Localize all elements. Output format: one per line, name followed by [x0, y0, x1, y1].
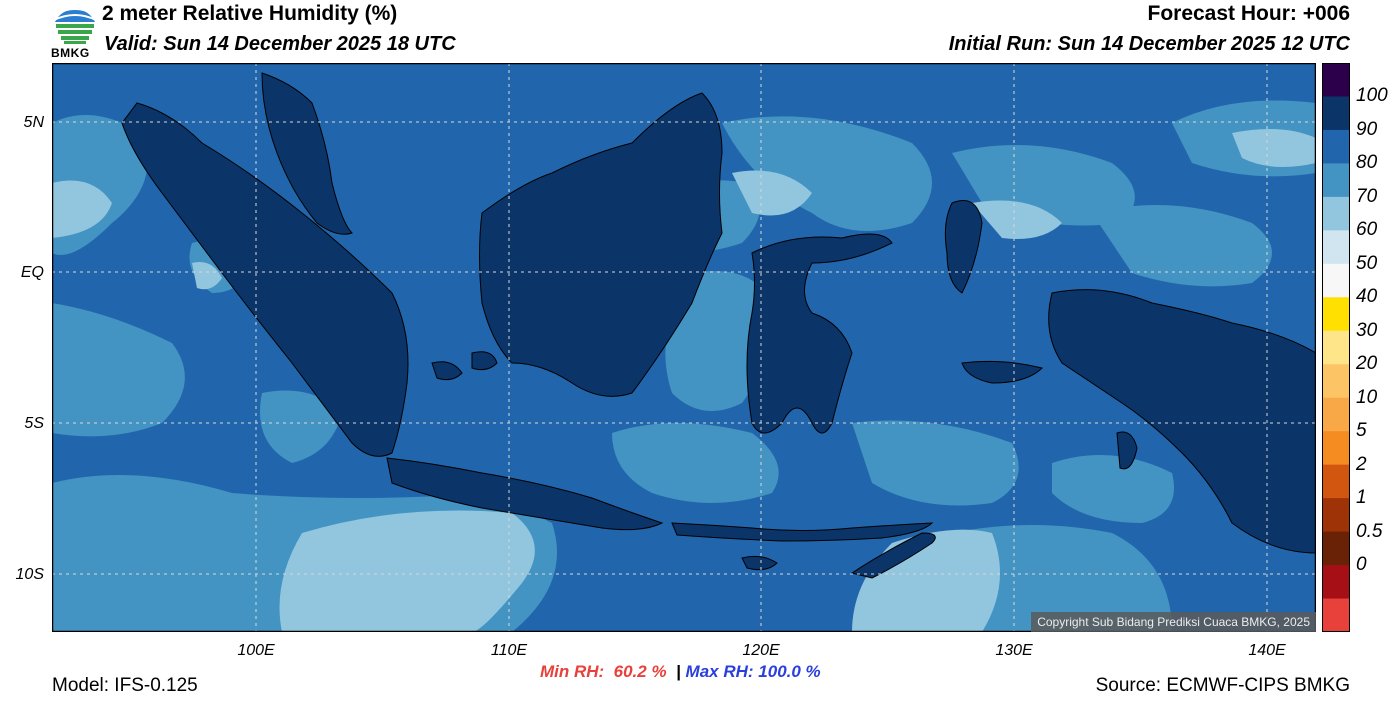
colorbar-tick-label: 0: [1356, 554, 1367, 576]
papua: [1048, 289, 1316, 554]
bmkg-logo: BMKG: [50, 0, 100, 60]
colorbar: [1322, 63, 1350, 632]
colorbar-swatch: [1322, 263, 1350, 298]
bangka: [431, 361, 463, 381]
forecast-hour: Forecast Hour: +006: [1147, 2, 1351, 25]
initial-run: Initial Run: Sun 14 December 2025 12 UTC: [948, 33, 1350, 55]
colorbar-tick-label: 2: [1356, 453, 1367, 475]
colorbar-swatch: [1322, 464, 1350, 499]
colorbar-tick-label: 5: [1356, 420, 1367, 442]
sulawesi: [746, 233, 893, 434]
belitung: [471, 351, 498, 371]
halmahera: [944, 200, 983, 294]
colorbar-swatch: [1322, 431, 1350, 466]
colorbar-tick-label: 40: [1356, 286, 1378, 308]
colorbar-swatch: [1322, 96, 1350, 131]
lat-label-10s: 10S: [15, 566, 44, 583]
colorbar-tick-label: 70: [1356, 185, 1378, 207]
lat-label-eq: EQ: [20, 264, 44, 281]
copyright-notice: Copyright Sub Bidang Prediksi Cuaca BMKG…: [1031, 612, 1316, 632]
colorbar-tick-label: 30: [1356, 319, 1378, 341]
rh-stats: Min RH: 60.2 % | Max RH: 100.0 %: [540, 662, 821, 682]
colorbar-swatch: [1322, 531, 1350, 566]
colorbar-swatch: [1322, 498, 1350, 533]
aru: [1116, 431, 1138, 470]
lesser-sunda: [671, 522, 934, 542]
colorbar-swatch: [1322, 565, 1350, 600]
colorbar-swatch: [1322, 364, 1350, 399]
valid-time: Valid: Sun 14 December 2025 18 UTC: [104, 33, 456, 55]
colorbar-swatch: [1322, 297, 1350, 332]
source-info: Source: ECMWF-CIPS BMKG: [1095, 675, 1350, 696]
colorbar-tick-label: 20: [1356, 353, 1378, 375]
colorbar-swatch: [1322, 196, 1350, 231]
lat-label-5n: 5N: [23, 114, 44, 131]
max-rh: Max RH: 100.0 %: [685, 662, 821, 681]
min-rh: Min RH: 60.2 %: [540, 662, 667, 681]
colorbar-tick-label: 90: [1356, 118, 1378, 140]
colorbar-tick-label: 0.5: [1356, 520, 1383, 542]
lon-label-110e: 110E: [490, 642, 528, 659]
colorbar-swatch: [1322, 129, 1350, 164]
colorbar-tick-label: 80: [1356, 152, 1378, 174]
lon-label-100e: 100E: [237, 642, 275, 659]
malay-peninsula: [261, 72, 353, 235]
colorbar-swatch: [1322, 330, 1350, 365]
humidity-map: Copyright Sub Bidang Prediksi Cuaca BMKG…: [52, 63, 1316, 632]
land-masses: [121, 72, 1316, 579]
map-frame: [52, 63, 1316, 632]
colorbar-tick-label: 50: [1356, 252, 1378, 274]
model-info: Model: IFS-0.125: [52, 675, 198, 696]
bmkg-logo-icon: [53, 8, 97, 44]
colorbar-swatch: [1322, 598, 1350, 632]
lat-label-5s: 5S: [24, 415, 44, 432]
colorbar-tick-label: 60: [1356, 219, 1378, 241]
colorbar-swatch: [1322, 63, 1350, 97]
sumba: [741, 555, 778, 571]
colorbar-swatch: [1322, 230, 1350, 265]
colorbar-tick-label: 1: [1356, 487, 1367, 509]
java: [386, 457, 664, 531]
chart-title: 2 meter Relative Humidity (%): [102, 2, 398, 25]
humidity-map-canvas: [52, 63, 1316, 632]
colorbar-swatch: [1322, 397, 1350, 432]
lon-label-130e: 130E: [995, 642, 1033, 659]
colorbar-tick-label: 10: [1356, 386, 1378, 408]
timor: [850, 532, 936, 579]
colorbar-swatch: [1322, 163, 1350, 198]
seram: [961, 360, 1043, 384]
borneo: [479, 92, 723, 397]
lon-label-140e: 140E: [1248, 642, 1286, 659]
logo-text: BMKG: [51, 46, 90, 60]
colorbar-swatches: [1322, 63, 1350, 632]
colorbar-tick-label: 100: [1356, 85, 1388, 107]
map-grid: [52, 63, 1316, 632]
sumatra: [121, 102, 409, 457]
stats-separator: |: [676, 662, 681, 681]
lon-label-120e: 120E: [742, 642, 780, 659]
